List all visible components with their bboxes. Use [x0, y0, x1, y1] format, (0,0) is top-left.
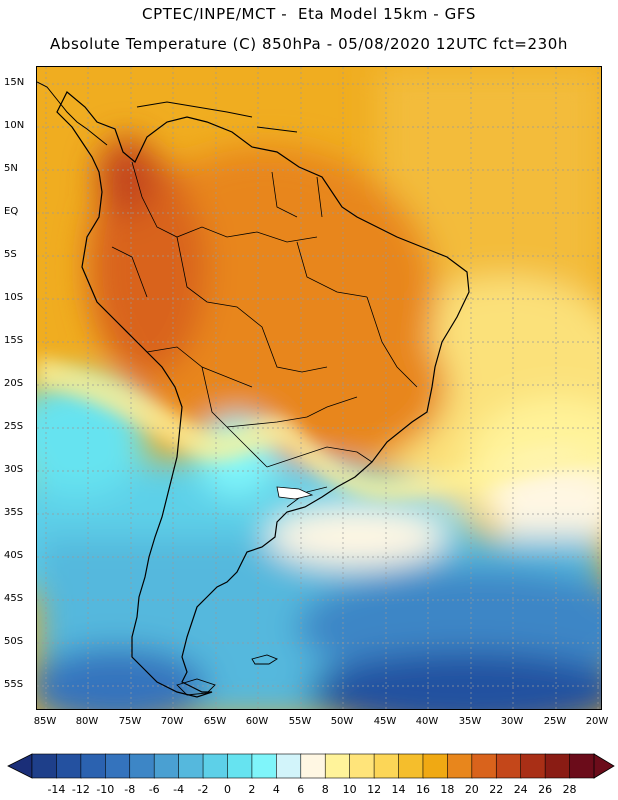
colorbar-label: -2	[197, 783, 209, 796]
colorbar-label: -4	[173, 783, 185, 796]
lon-label-65w: 65W	[203, 716, 227, 727]
colorbar-swatch	[105, 753, 131, 779]
map-svg	[37, 67, 601, 709]
colorbar-swatch	[495, 753, 522, 779]
lon-label-35w: 35W	[458, 716, 482, 727]
lon-label-30w: 30W	[500, 716, 524, 727]
transition-band	[37, 357, 601, 500]
coastline-south-america	[56, 91, 470, 698]
lat-label-20s: 20S	[4, 378, 24, 389]
lat-label-45s: 45S	[4, 593, 24, 604]
lon-label-85w: 85W	[33, 716, 57, 727]
colorbar-swatch	[251, 753, 278, 779]
lat-label-25s: 25S	[4, 421, 24, 432]
colorbar-swatch	[56, 753, 82, 779]
colorbar-label: 16	[415, 783, 430, 796]
lat-label-35s: 35S	[4, 507, 24, 518]
lon-label-60w: 60W	[245, 716, 269, 727]
colorbar-label: -14	[47, 783, 66, 796]
colorbar-label: 22	[489, 783, 504, 796]
lat-label-55s: 55S	[4, 679, 24, 690]
colorbar-label: -6	[148, 783, 160, 796]
colorbar-label: 18	[440, 783, 455, 796]
colorbar	[7, 753, 615, 779]
lon-label-80w: 80W	[75, 716, 99, 727]
lon-label-40w: 40W	[415, 716, 439, 727]
lat-label-15n: 15N	[4, 77, 25, 88]
colorbar-swatch	[31, 753, 58, 779]
colorbar-swatch	[569, 753, 595, 779]
colorbar-swatch	[276, 753, 302, 779]
colorbar-label: 10	[342, 783, 357, 796]
island-falklands	[251, 654, 278, 665]
colorbar-label: 20	[464, 783, 479, 796]
lon-label-55w: 55W	[288, 716, 312, 727]
colorbar-label: 4	[272, 783, 280, 796]
colorbar-label: 8	[321, 783, 329, 796]
colorbar-arrow-left	[7, 753, 33, 779]
graticule	[37, 67, 601, 709]
colorbar-swatch	[153, 753, 180, 779]
lon-label-25w: 25W	[543, 716, 567, 727]
coastline-central-america	[37, 81, 298, 146]
country-borders	[111, 161, 418, 508]
colorbar-swatch	[178, 753, 204, 779]
colorbar-label: 0	[223, 783, 231, 796]
temperature-map	[36, 66, 602, 710]
lat-label-15s: 15S	[4, 335, 24, 346]
colorbar-swatch	[398, 753, 424, 779]
colorbar-label: 26	[538, 783, 553, 796]
colorbar-arrow-right	[593, 753, 615, 779]
colorbar-swatch	[202, 753, 229, 779]
lat-label-5n: 5N	[4, 163, 18, 174]
lon-label-70w: 70W	[160, 716, 184, 727]
island-tierra-del-fuego	[176, 678, 216, 696]
lat-label-5s: 5S	[4, 249, 17, 260]
colorbar-swatch	[300, 753, 327, 779]
colorbar-label: 2	[248, 783, 256, 796]
colorbar-swatch	[227, 753, 253, 779]
lon-label-20w: 20W	[585, 716, 609, 727]
lat-label-10s: 10S	[4, 292, 24, 303]
title-line-1: CPTEC/INPE/MCT - Eta Model 15km - GFS	[142, 5, 476, 23]
colorbar-label: 28	[562, 783, 577, 796]
lat-label-40s: 40S	[4, 550, 24, 561]
lon-label-50w: 50W	[330, 716, 354, 727]
lat-label-10n: 10N	[4, 120, 25, 131]
colorbar-swatch	[324, 753, 351, 779]
lat-label-30s: 30S	[4, 464, 24, 475]
colorbar-label: -12	[71, 783, 90, 796]
colorbar-swatch	[373, 753, 400, 779]
colorbar-label: 14	[391, 783, 406, 796]
colorbar-swatch	[80, 753, 107, 779]
colorbar-swatch	[129, 753, 155, 779]
colorbar-swatch	[422, 753, 449, 779]
colorbar-label: -8	[124, 783, 136, 796]
lon-label-75w: 75W	[118, 716, 142, 727]
colorbar-label: 12	[367, 783, 382, 796]
colorbar-swatch	[544, 753, 571, 779]
lat-label-eq: EQ	[4, 206, 19, 217]
colorbar-swatch	[520, 753, 546, 779]
colorbar-label: 6	[297, 783, 305, 796]
colorbar-label: -10	[96, 783, 115, 796]
lat-label-50s: 50S	[4, 636, 24, 647]
rio-de-la-plata	[276, 486, 314, 500]
title-line-2: Absolute Temperature (C) 850hPa - 05/08/…	[49, 35, 569, 53]
colorbar-label: 24	[513, 783, 528, 796]
colorbar-swatch	[471, 753, 498, 779]
colorbar-swatch	[447, 753, 473, 779]
lon-label-45w: 45W	[373, 716, 397, 727]
colorbar-swatch	[349, 753, 375, 779]
